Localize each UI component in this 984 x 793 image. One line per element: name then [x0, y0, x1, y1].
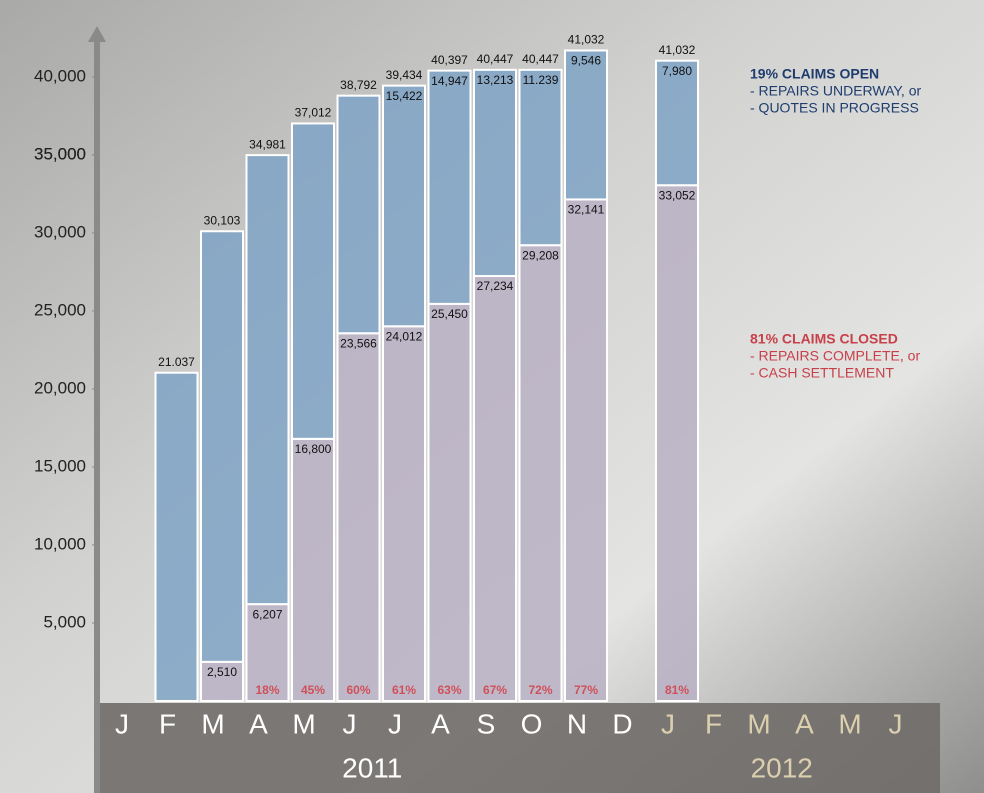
- bar-segment: [292, 439, 334, 701]
- x-tick-label: A: [431, 708, 450, 739]
- segment-label: 23,566: [340, 336, 377, 350]
- y-tick-label: 15,000: [34, 456, 86, 475]
- bar-segment: [338, 333, 380, 701]
- percent-label: 60%: [346, 683, 370, 697]
- x-tick-label: M: [201, 708, 224, 739]
- bar-segment: [247, 155, 289, 604]
- segment-label: 27,234: [477, 279, 514, 293]
- total-label: 30,103: [204, 213, 241, 227]
- x-tick-label: O: [521, 708, 543, 739]
- percent-label: 18%: [255, 683, 279, 697]
- bar-segment: [338, 96, 380, 334]
- legend-title: 81% CLAIMS CLOSED: [750, 331, 898, 347]
- legend-title: 19% CLAIMS OPEN: [750, 66, 879, 82]
- segment-label: 13,213: [477, 73, 514, 87]
- total-label: 38,792: [340, 78, 377, 92]
- segment-label: 7,980: [662, 64, 692, 78]
- x-tick-label: J: [343, 708, 357, 739]
- percent-label: 45%: [301, 683, 325, 697]
- legend-note: - CASH SETTLEMENT: [750, 365, 894, 381]
- x-tick-label: J: [889, 708, 903, 739]
- percent-label: 81%: [665, 683, 689, 697]
- segment-label: 33,052: [659, 188, 696, 202]
- total-label: 41,032: [659, 43, 696, 57]
- x-tick-label: F: [705, 708, 722, 739]
- y-tick-label: 35,000: [34, 144, 86, 163]
- y-tick-label: 40,000: [34, 66, 86, 85]
- y-tick-label: 30,000: [34, 222, 86, 241]
- x-tick-label: J: [115, 708, 129, 739]
- x-tick-label: S: [477, 708, 496, 739]
- total-label: 39,434: [386, 68, 423, 82]
- total-label: 40,447: [522, 52, 559, 66]
- x-tick-label: J: [388, 708, 402, 739]
- segment-label: 14,947: [431, 74, 468, 88]
- bar-segment: [565, 199, 607, 701]
- bar-segment: [520, 245, 562, 701]
- legend-note: - REPAIRS COMPLETE, or: [750, 348, 920, 364]
- total-label: 40,397: [431, 53, 468, 67]
- bar-segment: [474, 276, 516, 701]
- segment-label: 15,422: [386, 89, 423, 103]
- bar-segment: [292, 123, 334, 438]
- legend-note: - REPAIRS UNDERWAY, or: [750, 83, 921, 99]
- bar-segment: [565, 50, 607, 199]
- x-tick-label: A: [795, 708, 814, 739]
- segment-label: 24,012: [386, 329, 423, 343]
- segment-label: 25,450: [431, 307, 468, 321]
- percent-label: 61%: [392, 683, 416, 697]
- segment-label: 9,546: [571, 54, 601, 68]
- y-tick-label: 10,000: [34, 534, 86, 553]
- year-label: 2011: [342, 752, 402, 783]
- percent-label: 77%: [574, 683, 598, 697]
- chart: 5,000 10,000 15,000 20,000 25,000 30,000 35,00…: [0, 0, 984, 793]
- total-label: 40,447: [477, 52, 514, 66]
- bar-segment: [156, 373, 198, 701]
- page: 5,000 10,000 15,000 20,000 25,000 30,000 35,00…: [0, 0, 984, 793]
- segment-label: 2,510: [207, 665, 237, 679]
- bar-segment: [656, 185, 698, 701]
- bar-segment: [656, 61, 698, 186]
- percent-label: 72%: [528, 683, 552, 697]
- bar-segment: [383, 86, 425, 327]
- segment-label: 11.239: [523, 73, 559, 87]
- x-tick-label: F: [159, 708, 176, 739]
- x-tick-label: M: [838, 708, 861, 739]
- x-tick-label: M: [292, 708, 315, 739]
- x-tick-label: J: [661, 708, 675, 739]
- total-label: 37,012: [295, 106, 332, 120]
- bar-segment: [520, 70, 562, 245]
- x-tick-label: N: [567, 708, 587, 739]
- year-label: 2012: [751, 752, 813, 783]
- y-tick-label: 25,000: [34, 300, 86, 319]
- percent-label: 67%: [483, 683, 507, 697]
- x-tick-label: D: [612, 708, 632, 739]
- y-tick-label: 20,000: [34, 378, 86, 397]
- bar-segment: [201, 231, 243, 662]
- bar-segment: [429, 71, 471, 304]
- segment-label: 29,208: [522, 248, 559, 262]
- bar-segment: [429, 304, 471, 701]
- bar-segment: [474, 70, 516, 276]
- segment-label: 6,207: [252, 607, 282, 621]
- total-label: 21.037: [158, 355, 195, 369]
- x-tick-label: A: [249, 708, 268, 739]
- y-tick-label: 5,000: [43, 612, 86, 631]
- percent-label: 63%: [437, 683, 461, 697]
- total-label: 41,032: [568, 33, 605, 47]
- legend-note: - QUOTES IN PROGRESS: [750, 100, 919, 116]
- bar-segment: [383, 326, 425, 701]
- total-label: 34,981: [249, 137, 286, 151]
- segment-label: 16,800: [295, 442, 332, 456]
- x-tick-label: M: [747, 708, 770, 739]
- segment-label: 32,141: [568, 203, 605, 217]
